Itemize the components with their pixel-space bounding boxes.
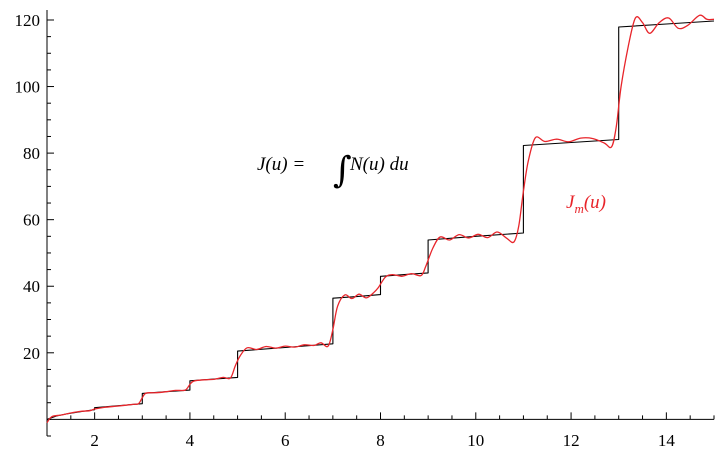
jm-label: Jm(u) [566, 192, 606, 216]
step-series-line [46, 20, 715, 420]
jm-label-sub: m [574, 201, 583, 216]
svg-text:J(u) =: J(u) = [257, 154, 305, 175]
x-tick-label: 10 [467, 431, 484, 450]
y-tick-label: 120 [15, 11, 41, 30]
formula-rhs: N(u) du [349, 154, 409, 175]
x-tick-label: 12 [563, 431, 580, 450]
formula-annotation: J(u) = ∫ N(u) du [257, 150, 409, 191]
smooth-series-line [46, 14, 715, 424]
x-tick-label: 6 [281, 431, 290, 450]
x-tick-label: 14 [658, 431, 676, 450]
x-tick-label: 8 [376, 431, 385, 450]
integral-sign: ∫ [333, 150, 352, 191]
formula-lhs: J(u) = [257, 154, 305, 175]
series-layer [46, 14, 715, 424]
axes: 2 4 6 8 10 12 14 20 40 60 80 100 120 [15, 10, 715, 450]
y-tick-label: 100 [15, 78, 41, 97]
y-tick-label: 20 [23, 344, 40, 363]
jm-label-rest: (u) [584, 192, 606, 213]
y-tick-label: 80 [23, 144, 40, 163]
y-tick-label: 60 [23, 211, 40, 230]
svg-text:Jm(u): Jm(u) [566, 192, 606, 216]
x-tick-label: 2 [90, 431, 99, 450]
x-tick-label: 4 [186, 431, 195, 450]
jm-label-main: J [566, 192, 576, 213]
y-tick-label: 40 [23, 277, 40, 296]
